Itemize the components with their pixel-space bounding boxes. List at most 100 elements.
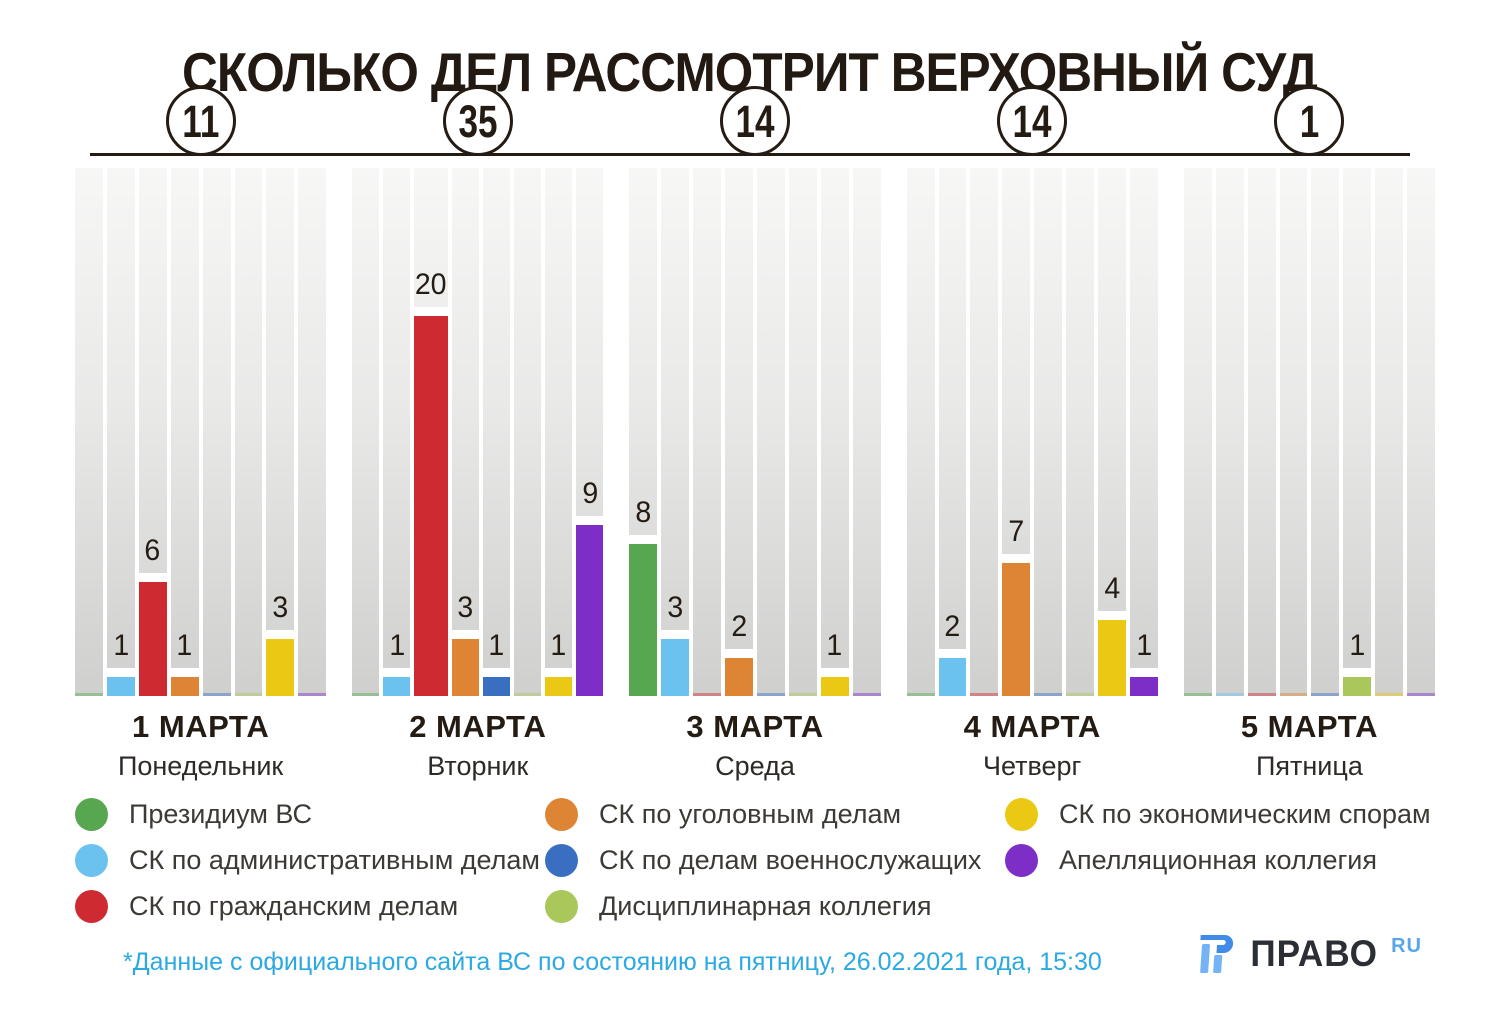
bar-column-presidium <box>75 168 103 696</box>
bar-label-gap <box>725 649 754 658</box>
bar-column-economic: 1 <box>820 168 849 696</box>
bar-label-gap <box>938 649 967 658</box>
bar-label-gap <box>414 307 448 316</box>
bar-value-label: 20 <box>415 268 447 301</box>
bar-admin <box>1215 693 1244 696</box>
day-weekday-label: Понедельник <box>117 751 284 781</box>
bar-criminal <box>725 658 754 696</box>
bar-economic <box>1098 620 1126 696</box>
bar-economic <box>545 677 573 696</box>
legend-label: Дисциплинарная коллегия <box>599 890 932 921</box>
day-weekday-label: Среда <box>715 751 795 781</box>
bar-column-military <box>1034 168 1063 696</box>
bar-military <box>482 677 511 696</box>
bar-column-economic <box>1375 168 1404 696</box>
bar-presidium <box>629 544 658 696</box>
bar-column-civil: 20 <box>414 168 448 696</box>
bar-disciplinary <box>1343 677 1372 696</box>
bar-label-gap <box>266 630 295 639</box>
bar-presidium <box>1183 693 1212 696</box>
bar-column-economic: 4 <box>1098 168 1126 696</box>
bar-economic <box>820 677 849 696</box>
day-labels: 3 МАРТА Среда <box>629 709 880 782</box>
bar-column-disciplinary <box>788 168 817 696</box>
day-total-badge: 35 <box>442 86 513 156</box>
day-date-label: 4 МАРТА <box>963 709 1101 744</box>
bar-label-gap <box>451 630 479 639</box>
legend-swatch-economic <box>1005 797 1038 831</box>
bar-military <box>1311 693 1340 696</box>
bar-appeal <box>1129 677 1158 696</box>
day-group-4: 14 2 7 4 1 4 МАРТА Четверг <box>906 86 1158 782</box>
bar-column-appeal <box>852 168 881 696</box>
day-group-1: 11 1 6 1 3 1 МАРТА Понедельник <box>75 86 327 782</box>
bar-criminal <box>170 677 199 696</box>
bar-label-gap <box>170 668 199 677</box>
day-labels: 1 МАРТА Понедельник <box>75 709 326 782</box>
legend-swatch-appeal <box>1005 843 1038 877</box>
bar-column-admin <box>1215 168 1244 696</box>
legend-label: СК по экономическим спорам <box>1059 798 1431 829</box>
bar-column-presidium <box>906 168 935 696</box>
bar-value-label: 1 <box>112 629 129 662</box>
legend-column-1: Президиум ВС СК по административным делам… <box>75 797 545 923</box>
day-total-value: 11 <box>182 95 220 147</box>
bar-civil <box>414 316 448 696</box>
bar-admin <box>661 639 690 696</box>
day-weekday-label: Четверг <box>983 751 1082 781</box>
day-group-2: 35 1 20 3 1 1 9 2 МАРТА Вторник <box>352 86 604 782</box>
bar-value-label: 3 <box>667 591 684 624</box>
bar-column-presidium <box>1183 168 1212 696</box>
legend-label: Президиум ВС <box>129 798 313 829</box>
bar-criminal <box>1002 563 1031 696</box>
bar-column-civil <box>693 168 722 696</box>
bar-column-criminal: 3 <box>451 168 479 696</box>
day-total-badge: 1 <box>1274 86 1345 156</box>
legend: Президиум ВС СК по административным делам… <box>75 797 1460 923</box>
bar-value-label: 2 <box>944 610 961 643</box>
logo-text: ПРАВО <box>1250 933 1378 974</box>
bar-military <box>1034 693 1063 696</box>
bar-column-military <box>202 168 231 696</box>
bar-column-admin: 1 <box>106 168 135 696</box>
bar-admin <box>383 677 411 696</box>
bar-admin <box>106 677 135 696</box>
day-weekday-label: Пятница <box>1255 751 1363 781</box>
bar-column-admin: 1 <box>383 168 411 696</box>
bar-column-appeal: 1 <box>1129 168 1158 696</box>
bar-column-presidium: 8 <box>629 168 658 696</box>
legend-label: СК по гражданским делам <box>129 890 459 921</box>
bar-label-gap <box>1098 611 1126 620</box>
bar-value-label: 1 <box>1349 629 1366 662</box>
bar-column-military <box>757 168 785 696</box>
bar-value-label: 1 <box>1135 629 1152 662</box>
legend-label: Апелляционная коллегия <box>1059 844 1378 875</box>
legend-item-military: СК по делам военнослужащих <box>545 843 1005 877</box>
legend-item-criminal: СК по уголовным делам <box>545 797 1005 831</box>
day-date-label: 5 МАРТА <box>1240 709 1379 744</box>
bar-value-label: 4 <box>1104 572 1120 605</box>
day-group-5: 1 1 5 МАРТА Пятница <box>1183 86 1436 782</box>
bar-label-gap <box>383 668 411 677</box>
data-source-note: *Данные с официального сайта ВС по состо… <box>123 948 1102 976</box>
bar-criminal <box>451 639 479 696</box>
chart-area: 11 1 6 1 3 1 МАРТА Понедельник 35 1 20 3 1 1 9 2 МАРТА… <box>75 86 1436 782</box>
legend-item-appeal: Апелляционная коллегия <box>1005 843 1431 877</box>
day-date-label: 1 МАРТА <box>132 709 270 744</box>
legend-swatch-disciplinary <box>545 889 578 923</box>
legend-column-3: СК по экономическим спорам Апелляционная … <box>1005 797 1431 923</box>
bar-column-criminal: 7 <box>1002 168 1031 696</box>
legend-swatch-military <box>545 843 578 877</box>
bar-column-appeal <box>298 168 327 696</box>
bar-value-label: 1 <box>550 629 567 662</box>
legend-swatch-admin <box>75 843 108 877</box>
bar-value-label: 3 <box>272 591 289 624</box>
day-total-value: 14 <box>735 95 775 147</box>
bar-value-label: 1 <box>388 629 405 662</box>
bar-disciplinary <box>1066 693 1095 696</box>
bar-disciplinary <box>234 693 263 696</box>
bar-value-label: 1 <box>488 629 505 662</box>
bar-disciplinary <box>788 693 817 696</box>
